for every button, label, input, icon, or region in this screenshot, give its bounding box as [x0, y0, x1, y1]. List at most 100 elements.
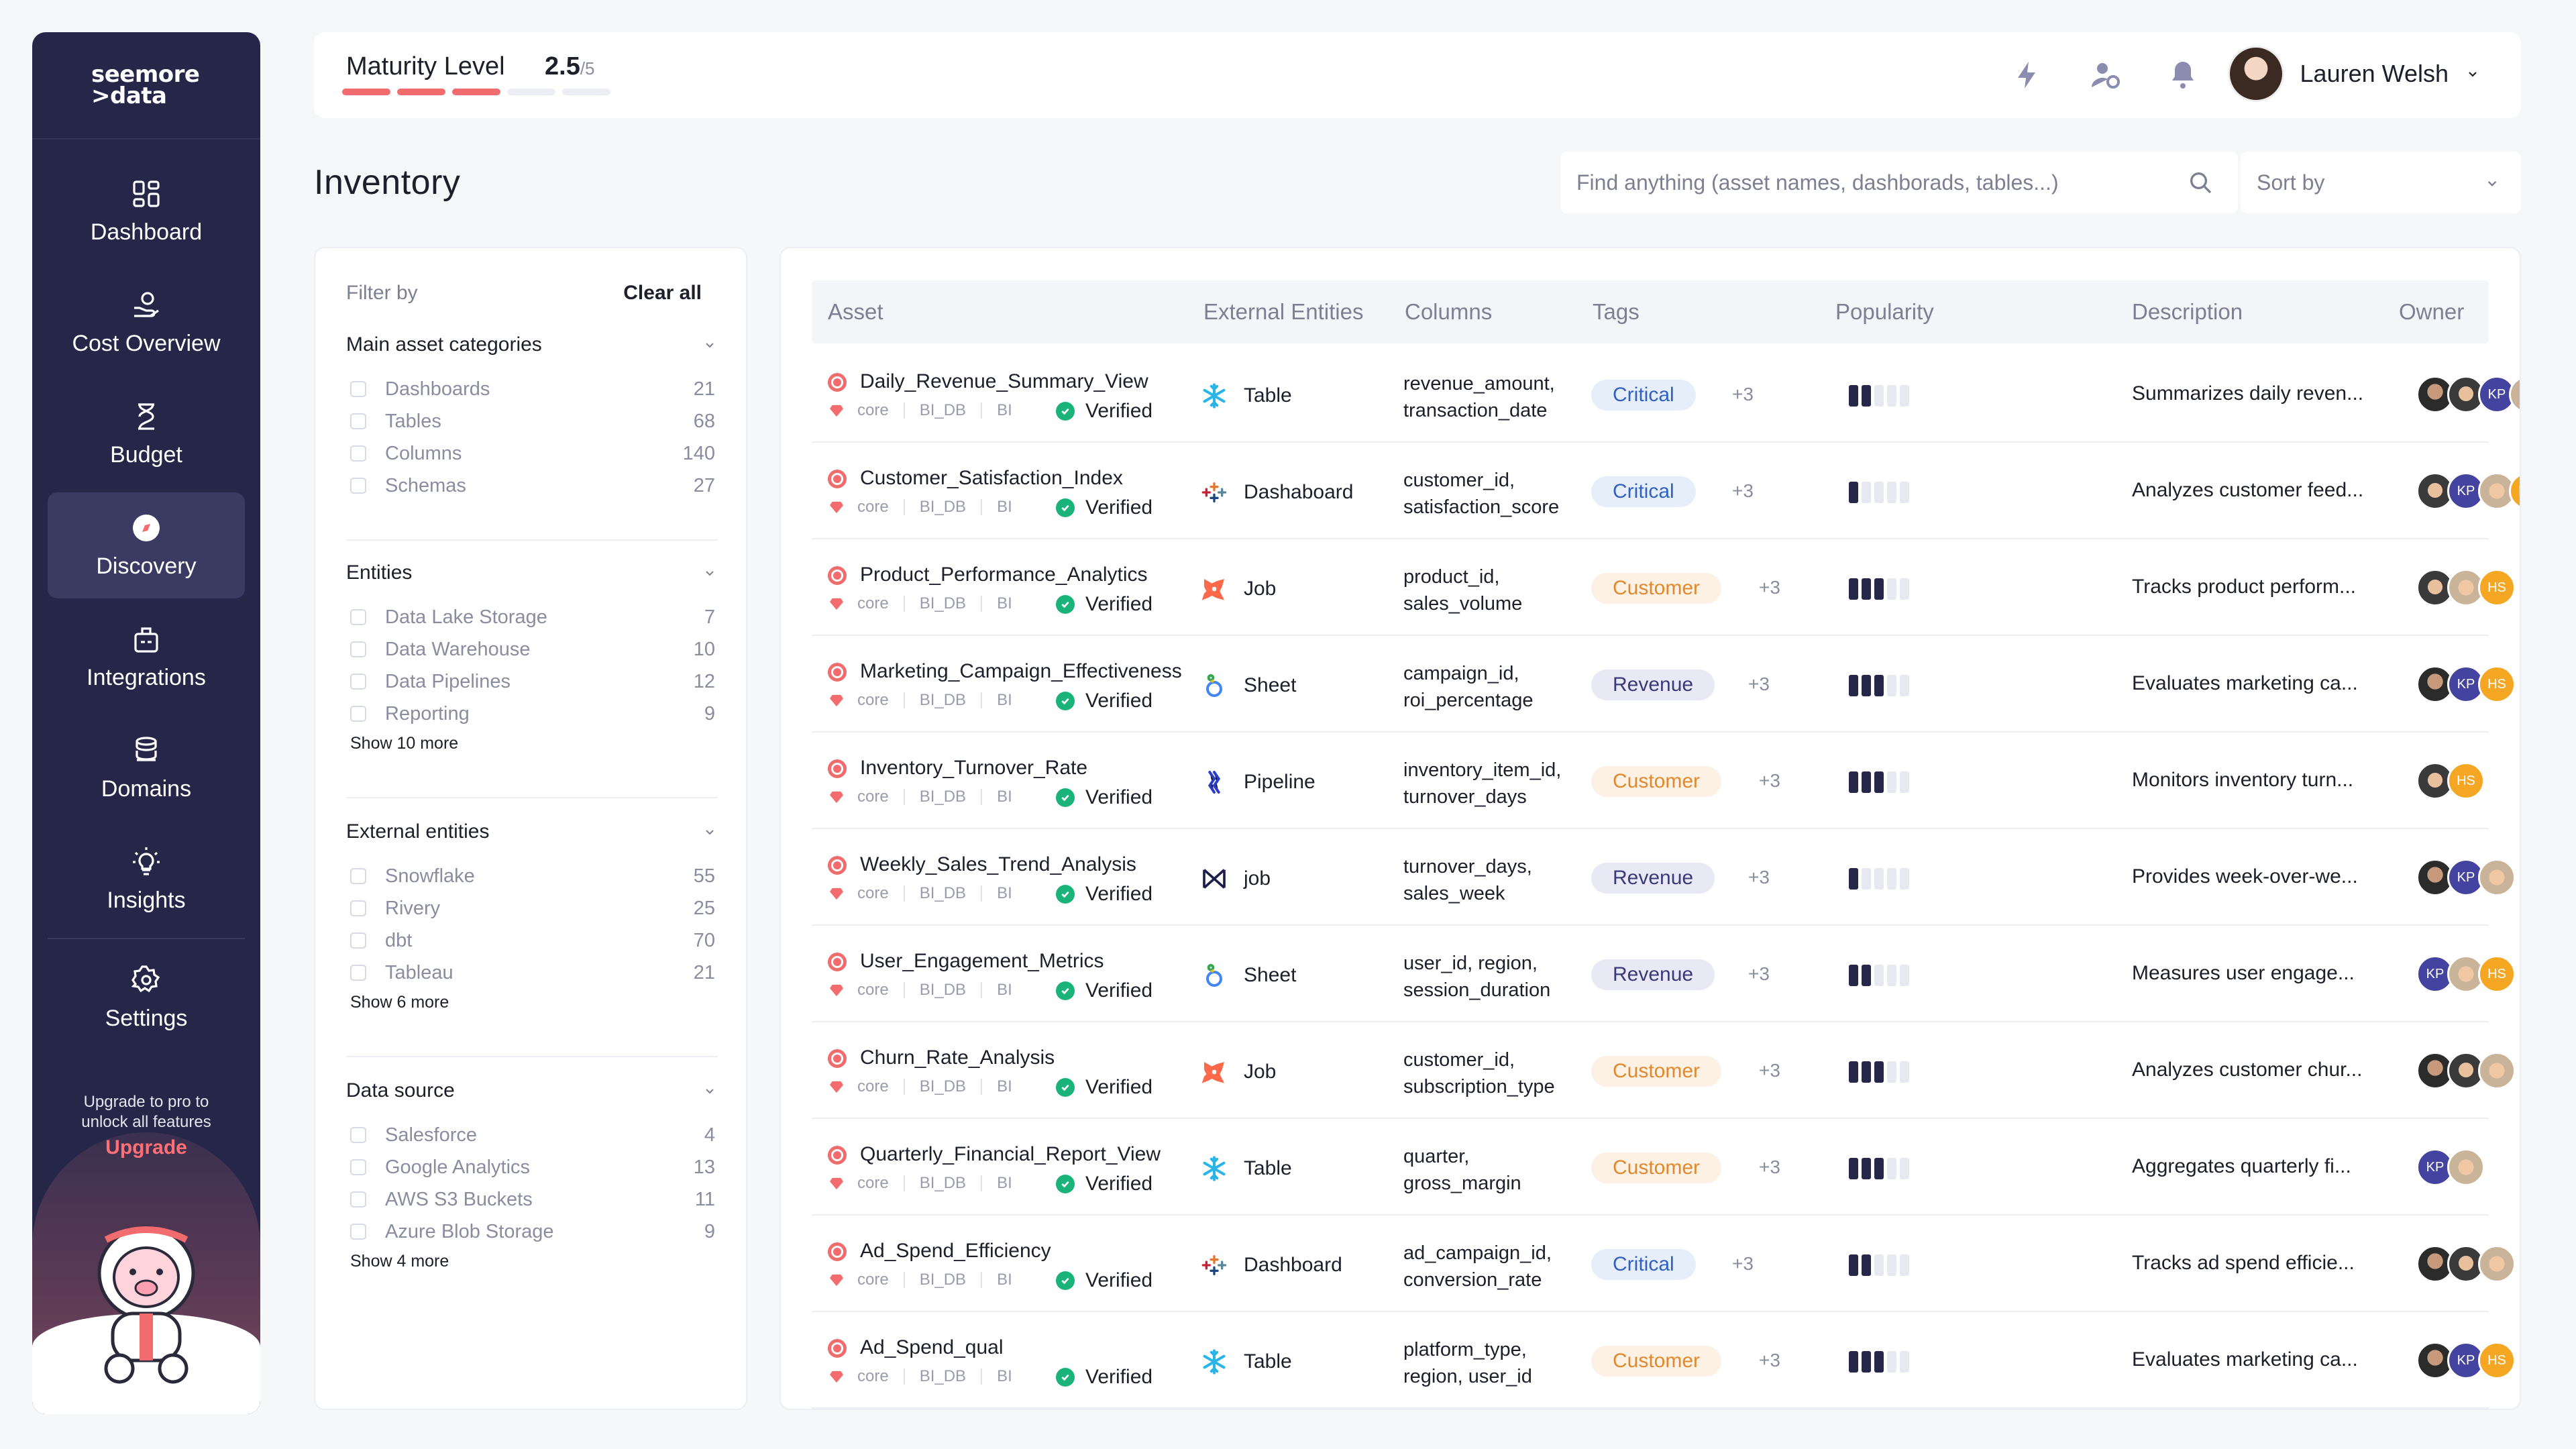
tag-badge[interactable]: Customer — [1591, 573, 1722, 604]
table-row[interactable]: Product_Performance_Analytics core BI_DB BI… — [812, 539, 2516, 636]
checkbox[interactable] — [350, 1159, 366, 1175]
asset-name[interactable]: Ad_Spend_Efficiency — [860, 1240, 1051, 1262]
lightning-icon[interactable] — [2011, 59, 2043, 91]
owner-avatar[interactable]: HS — [2447, 762, 2485, 800]
filter-option[interactable]: Tables 68 — [346, 405, 718, 437]
filter-group-toggle[interactable]: Main asset categories — [346, 331, 718, 358]
column-header-columns[interactable]: Columns — [1405, 299, 1493, 324]
search-input[interactable] — [1576, 152, 2167, 213]
table-row[interactable]: Quarterly_Financial_Report_View core BI_DB… — [812, 1119, 2489, 1216]
asset-name[interactable]: Quarterly_Financial_Report_View — [860, 1143, 1161, 1165]
filter-option[interactable]: Reporting 9 — [346, 698, 718, 730]
show-more-link[interactable]: Show 4 more — [350, 1252, 449, 1271]
tag-badge[interactable]: Revenue — [1591, 863, 1715, 894]
column-header-description[interactable]: Description — [2132, 299, 2243, 324]
filter-option[interactable]: Tableau 21 — [346, 957, 718, 989]
checkbox[interactable] — [350, 445, 366, 462]
filter-option[interactable]: Data Pipelines 12 — [346, 665, 718, 698]
external-entity[interactable]: Job — [1201, 576, 1276, 602]
tag-badge[interactable]: Revenue — [1591, 959, 1715, 990]
checkbox[interactable] — [350, 900, 366, 916]
more-tags-count[interactable]: +3 — [1759, 577, 1780, 598]
asset-name[interactable]: Daily_Revenue_Summary_View — [860, 370, 1148, 392]
checkbox[interactable] — [350, 1191, 366, 1208]
search-icon[interactable] — [2187, 169, 2214, 196]
sort-dropdown[interactable]: Sort by — [2241, 152, 2521, 213]
filter-group-toggle[interactable]: Entities — [346, 559, 718, 586]
owner-avatar[interactable]: HS — [2478, 1342, 2516, 1379]
nav-budget[interactable]: Budget — [48, 381, 245, 487]
table-row[interactable]: Ad_Spend_qual core BI_DB BI Verified Table pla… — [812, 1312, 2516, 1409]
table-row[interactable]: Weekly_Sales_Trend_Analysis core BI_DB BI Ve… — [812, 829, 2516, 926]
checkbox[interactable] — [350, 1127, 366, 1143]
filter-option[interactable]: dbt 70 — [346, 924, 718, 957]
checkbox[interactable] — [350, 706, 366, 722]
filter-option[interactable]: Google Analytics 13 — [346, 1151, 718, 1183]
table-row[interactable]: Customer_Satisfaction_Index core BI_DB BI Ve… — [812, 443, 2520, 539]
external-entity[interactable]: Table — [1201, 1155, 1292, 1182]
filter-group-toggle[interactable]: External entities — [346, 818, 718, 845]
external-entity[interactable]: Sheet — [1201, 672, 1296, 699]
external-entity[interactable]: Job — [1201, 1059, 1276, 1085]
asset-name[interactable]: Product_Performance_Analytics — [860, 564, 1148, 586]
more-tags-count[interactable]: +3 — [1759, 770, 1780, 791]
filter-option[interactable]: Data Lake Storage 7 — [346, 601, 718, 633]
column-header-popularity[interactable]: Popularity — [1835, 299, 1934, 324]
tag-badge[interactable]: Critical — [1591, 1249, 1696, 1280]
table-row[interactable]: Churn_Rate_Analysis core BI_DB BI Verified Jo… — [812, 1022, 2516, 1119]
logo[interactable]: seemore >data — [32, 32, 260, 140]
nav-dashboard[interactable]: Dashboard — [48, 158, 245, 264]
asset-name[interactable]: Weekly_Sales_Trend_Analysis — [860, 853, 1136, 875]
tag-badge[interactable]: Critical — [1591, 476, 1696, 507]
user-menu[interactable]: Lauren Welsh — [2227, 46, 2481, 102]
show-more-link[interactable]: Show 6 more — [350, 993, 449, 1012]
asset-name[interactable]: Marketing_Campaign_Effectiveness — [860, 660, 1182, 682]
external-entity[interactable]: Table — [1201, 382, 1292, 409]
asset-name[interactable]: Churn_Rate_Analysis — [860, 1046, 1055, 1069]
tag-badge[interactable]: Revenue — [1591, 669, 1715, 700]
more-tags-count[interactable]: +3 — [1732, 1253, 1754, 1274]
asset-name[interactable]: Inventory_Turnover_Rate — [860, 757, 1088, 779]
owner-avatar[interactable] — [2478, 1052, 2516, 1089]
table-row[interactable]: Inventory_Turnover_Rate core BI_DB BI Verifi… — [812, 733, 2489, 829]
clear-all-button[interactable]: Clear all — [623, 282, 702, 304]
filter-option[interactable]: Salesforce 4 — [346, 1119, 718, 1151]
filter-option[interactable]: Columns 140 — [346, 437, 718, 470]
external-entity[interactable]: job — [1201, 865, 1271, 892]
column-header-asset[interactable]: Asset — [828, 299, 883, 324]
table-row[interactable]: User_Engagement_Metrics core BI_DB BI Verifi… — [812, 926, 2516, 1022]
table-row[interactable]: Ad_Spend_Efficiency core BI_DB BI Verified Da… — [812, 1216, 2516, 1312]
more-tags-count[interactable]: +3 — [1759, 1350, 1780, 1371]
filter-option[interactable]: Snowflake 55 — [346, 860, 718, 892]
checkbox[interactable] — [350, 932, 366, 949]
owner-avatar[interactable] — [2447, 1148, 2485, 1186]
column-header-tags[interactable]: Tags — [1593, 299, 1640, 324]
external-entity[interactable]: Dashboard — [1201, 1252, 1342, 1279]
external-entity[interactable]: Pipeline — [1201, 769, 1316, 796]
tag-badge[interactable]: Customer — [1591, 1346, 1722, 1377]
checkbox[interactable] — [350, 413, 366, 429]
more-tags-count[interactable]: +3 — [1748, 867, 1770, 888]
owner-avatar[interactable]: KP — [2447, 859, 2485, 896]
show-more-link[interactable]: Show 10 more — [350, 734, 459, 753]
filter-option[interactable]: Data Warehouse 10 — [346, 633, 718, 665]
checkbox[interactable] — [350, 1224, 366, 1240]
filter-option[interactable]: Azure Blob Storage 9 — [346, 1216, 718, 1248]
more-tags-count[interactable]: +3 — [1759, 1157, 1780, 1177]
table-row[interactable]: Marketing_Campaign_Effectiveness core BI_D… — [812, 636, 2516, 733]
users-settings-icon[interactable] — [2089, 59, 2121, 91]
tag-badge[interactable]: Customer — [1591, 1056, 1722, 1087]
more-tags-count[interactable]: +3 — [1748, 963, 1770, 984]
nav-domains[interactable]: Domains — [48, 715, 245, 821]
nav-cost-overview[interactable]: Cost Overview — [48, 270, 245, 376]
external-entity[interactable]: Dashaboard — [1201, 479, 1353, 506]
table-row[interactable]: Daily_Revenue_Summary_View core BI_DB BI Ver… — [812, 346, 2520, 443]
checkbox[interactable] — [350, 381, 366, 397]
upgrade-link[interactable]: Upgrade — [105, 1136, 187, 1159]
more-tags-count[interactable]: +3 — [1759, 1060, 1780, 1081]
checkbox[interactable] — [350, 965, 366, 981]
more-tags-count[interactable]: +3 — [1732, 480, 1754, 501]
nav-insights[interactable]: Insights — [48, 826, 245, 932]
bell-icon[interactable] — [2167, 59, 2199, 91]
filter-option[interactable]: AWS S3 Buckets 11 — [346, 1183, 718, 1216]
